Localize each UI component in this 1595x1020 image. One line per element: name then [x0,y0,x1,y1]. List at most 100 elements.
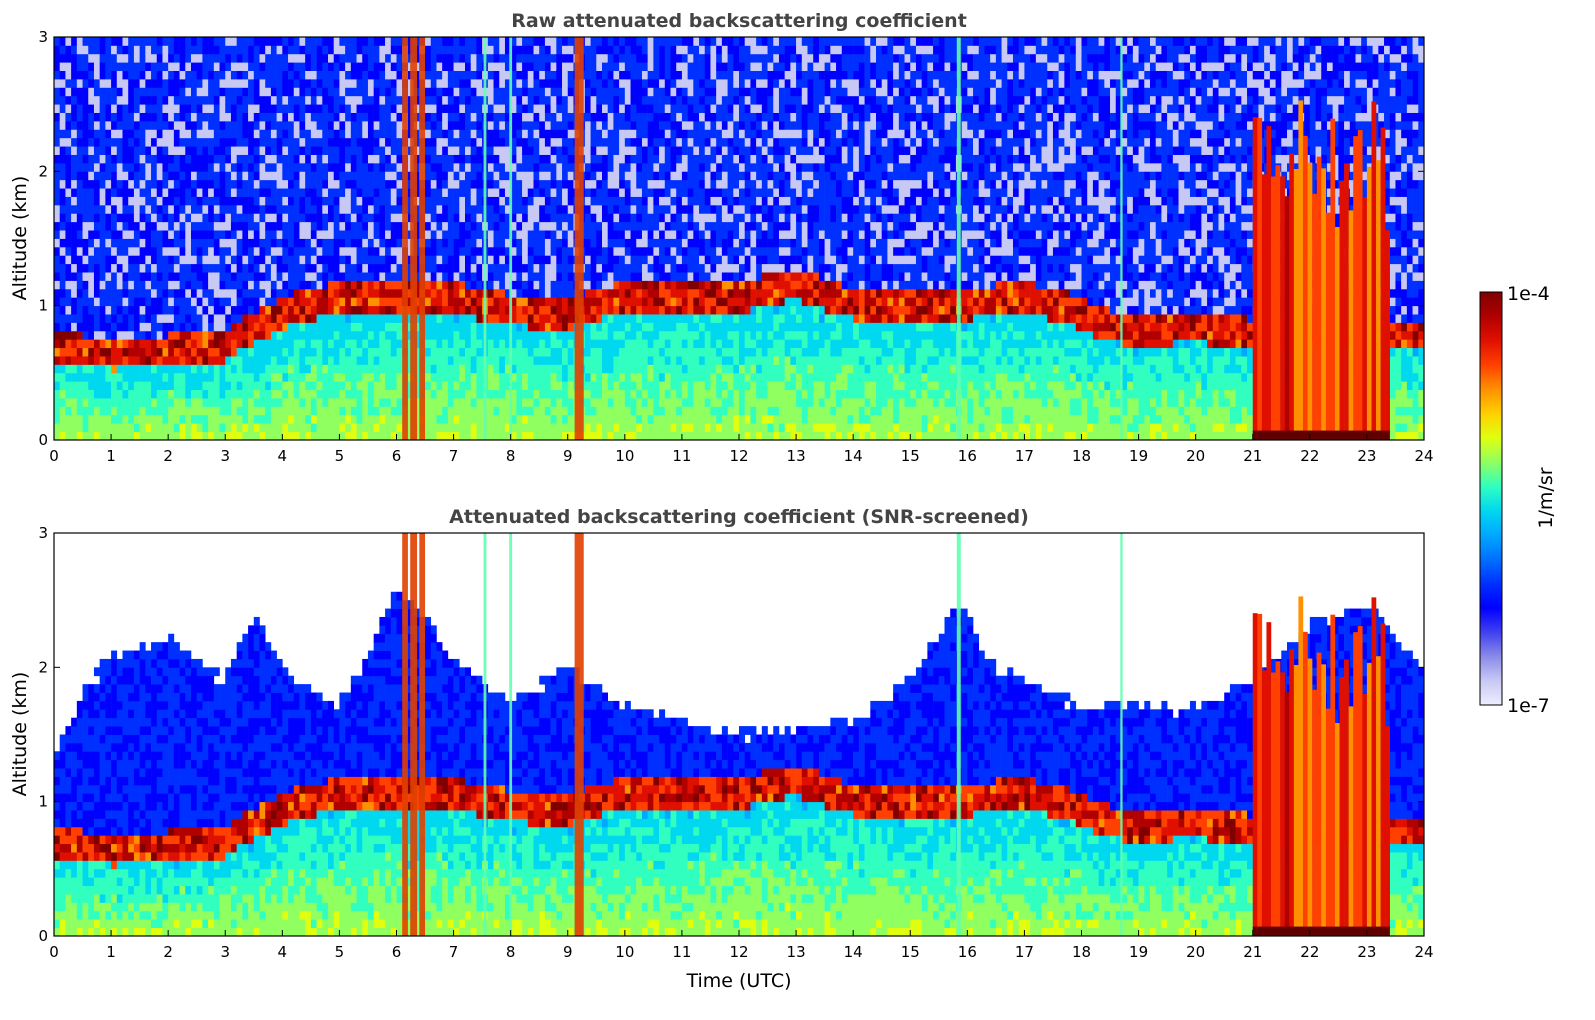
heatmap-cell [447,37,454,46]
heatmap-cell [442,322,449,332]
heatmap-cell [596,431,603,440]
heatmap-cell [550,398,557,407]
heatmap-cell [396,322,403,332]
heatmap-cell [202,347,209,357]
heatmap-cell [527,280,534,290]
heatmap-cell [339,221,346,231]
heatmap-cell [105,246,112,256]
heatmap-cell [133,230,140,239]
heatmap-cell [350,398,357,407]
heatmap-cell [453,95,460,105]
heatmap-cell [636,414,643,424]
heatmap-cell [316,356,323,365]
heatmap-cell [236,339,243,349]
heatmap-cell [151,129,158,139]
heatmap-cell [270,221,277,231]
heatmap-cell [185,322,192,332]
heatmap-cell [556,381,563,391]
heatmap-cell [282,398,289,407]
heatmap-cell [173,347,180,357]
heatmap-cell [288,423,295,433]
heatmap-cell [356,70,363,80]
heatmap-cell [619,305,626,315]
heatmap-cell [270,364,277,374]
heatmap-cell [196,238,203,248]
heatmap-cell [550,423,557,433]
heatmap-cell [504,162,511,172]
heatmap-cell [54,414,60,424]
heatmap-cell [185,280,192,290]
heatmap-cell [288,70,295,80]
heatmap-cell [168,398,175,407]
heatmap-cell [162,347,169,357]
heatmap-cell [276,238,283,248]
heatmap-cell [556,372,563,382]
heatmap-cell [504,171,511,181]
heatmap-cell [116,272,123,281]
heatmap-cell [339,330,346,340]
heatmap-cell [470,146,477,155]
heatmap-cell [213,255,220,265]
heatmap-cell [362,87,369,97]
heatmap-cell [425,196,432,206]
heatmap-cell [93,196,100,206]
heatmap-cell [584,297,591,307]
heatmap-cell [550,87,557,97]
heatmap-cell [487,45,494,55]
heatmap-cell [385,45,392,55]
heatmap-cell [590,221,597,231]
heatmap-cell [219,213,226,223]
heatmap-cell [259,62,266,71]
heatmap-cell [328,129,334,139]
heatmap-cell [487,162,494,172]
heatmap-cell [173,179,180,189]
heatmap-cell [516,246,523,256]
heatmap-cell [65,423,72,433]
heatmap-cell [310,246,317,256]
heatmap-cell [99,339,106,349]
heatmap-cell [602,146,608,155]
heatmap-cell [59,356,66,365]
heatmap-cell [242,297,249,307]
heatmap-cell [590,196,597,206]
heatmap-cell [219,154,226,164]
heatmap-cell [208,129,215,139]
heatmap-cell [613,129,620,139]
heatmap-cell [133,330,140,340]
heatmap-cell [636,53,643,63]
heatmap-cell [276,246,283,256]
heatmap-cell [139,356,146,365]
heatmap-cell [282,146,289,155]
heatmap-cell [447,288,454,298]
heatmap-cell [208,154,215,164]
heatmap-cell [453,364,460,374]
heatmap-cell [624,171,631,181]
heatmap-cell [242,120,249,130]
heatmap-cell [156,364,163,374]
heatmap-cell [162,70,169,80]
heatmap-cell [504,45,511,55]
heatmap-cell [442,70,449,80]
heatmap-cell [636,146,643,155]
heatmap-cell [647,414,654,424]
heatmap-cell [373,406,380,416]
heatmap-cell [367,381,374,391]
heatmap-cell [328,246,334,256]
heatmap-cell [230,381,237,391]
heatmap-cell [362,406,369,416]
heatmap-cell [379,347,386,357]
heatmap-cell [111,129,118,139]
heatmap-cell [322,171,329,181]
heatmap-cell [259,339,266,349]
heatmap-cell [453,330,460,340]
heatmap-cell [556,272,563,281]
heatmap-cell [122,381,129,391]
heatmap-cell [82,398,89,407]
heatmap-cell [230,95,237,105]
heatmap-cell [151,221,158,231]
heatmap-cell [191,154,197,164]
heatmap-cell [396,423,403,433]
heatmap-cell [248,53,255,63]
heatmap-cell [385,288,392,298]
heatmap-cell [379,305,386,315]
